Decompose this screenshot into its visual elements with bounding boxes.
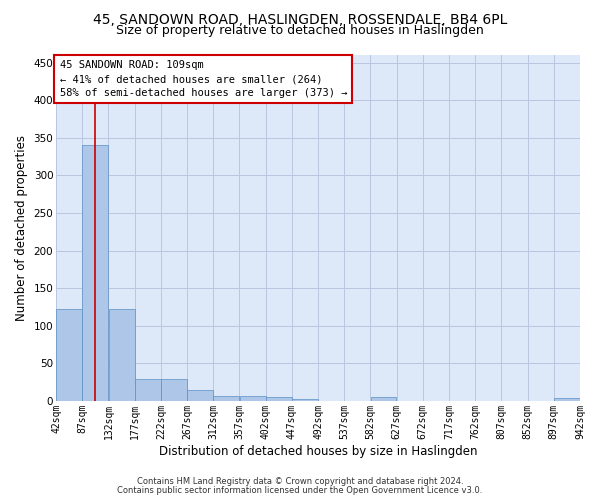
Bar: [187, 390, 213, 401]
Bar: [554, 398, 580, 401]
Text: Contains HM Land Registry data © Crown copyright and database right 2024.: Contains HM Land Registry data © Crown c…: [137, 477, 463, 486]
Bar: [371, 397, 397, 401]
Y-axis label: Number of detached properties: Number of detached properties: [15, 135, 28, 321]
Bar: [266, 397, 292, 401]
X-axis label: Distribution of detached houses by size in Haslingden: Distribution of detached houses by size …: [159, 444, 477, 458]
Text: 45 SANDOWN ROAD: 109sqm
← 41% of detached houses are smaller (264)
58% of semi-d: 45 SANDOWN ROAD: 109sqm ← 41% of detache…: [59, 60, 347, 98]
Bar: [109, 309, 134, 401]
Bar: [135, 379, 161, 401]
Bar: [82, 145, 109, 401]
Text: 45, SANDOWN ROAD, HASLINGDEN, ROSSENDALE, BB4 6PL: 45, SANDOWN ROAD, HASLINGDEN, ROSSENDALE…: [93, 12, 507, 26]
Text: Contains public sector information licensed under the Open Government Licence v3: Contains public sector information licen…: [118, 486, 482, 495]
Bar: [214, 396, 239, 401]
Text: Size of property relative to detached houses in Haslingden: Size of property relative to detached ho…: [116, 24, 484, 37]
Bar: [292, 398, 318, 401]
Bar: [161, 379, 187, 401]
Bar: [56, 309, 82, 401]
Bar: [239, 396, 266, 401]
